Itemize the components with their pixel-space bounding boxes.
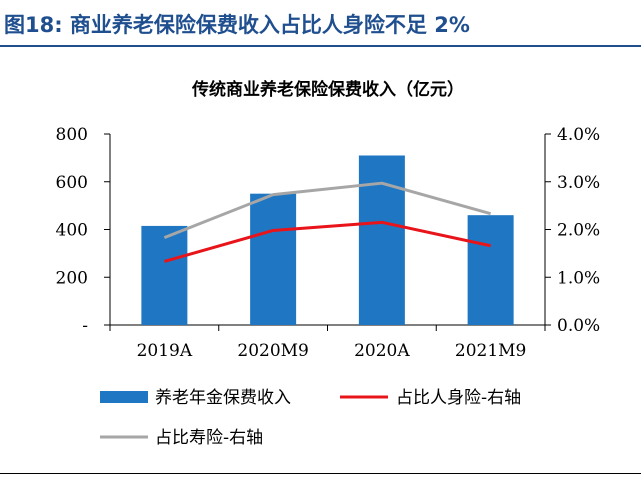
bar — [141, 225, 188, 325]
legend-label-longevity: 占比寿险-右轴 — [155, 428, 263, 448]
x-tick-label: 2019A — [137, 341, 193, 361]
x-tick-label: 2020M9 — [237, 341, 309, 361]
x-axis-labels: 2019A 2020M9 2020A 2021M9 — [137, 341, 527, 361]
y-right-tick-label: 2.0% — [557, 221, 600, 241]
legend-swatch-bar — [100, 391, 148, 403]
y-right-tick-label: 1.0% — [557, 268, 600, 288]
x-tick-label: 2020A — [354, 341, 410, 361]
chart-title: 传统商业养老保险保费收入（亿元） — [191, 79, 464, 100]
legend-label-life: 占比人身险-右轴 — [396, 388, 521, 408]
bar — [250, 193, 297, 325]
x-tick-label: 2021M9 — [455, 341, 527, 361]
figure-title: 图18: 商业养老保险保费收入占比人身险不足 2% — [4, 13, 470, 37]
y-left-tick-label: - — [82, 316, 88, 336]
figure-header: 图18: 商业养老保险保费收入占比人身险不足 2% — [0, 0, 641, 47]
legend-label-bar: 养老年金保费收入 — [155, 388, 291, 408]
y-left-tick-label: 800 — [56, 125, 88, 145]
y-right-tick-label: 0.0% — [557, 316, 600, 336]
chart-axes: - 200 400 600 800 0.0% 1.0% 2.0% 3.0% 4.0% — [56, 125, 601, 336]
y-left-tick-label: 600 — [56, 173, 88, 193]
line-series — [163, 181, 492, 263]
footer-divider — [0, 473, 641, 474]
bar — [467, 215, 514, 325]
bar — [358, 155, 405, 325]
y-right-tick-label: 3.0% — [557, 173, 600, 193]
bar-series — [141, 155, 514, 325]
line-share-longevity-insurance — [163, 181, 492, 240]
y-left-tick-label: 400 — [56, 221, 88, 241]
y-right-tick-label: 4.0% — [557, 125, 600, 145]
line-share-life-insurance — [163, 220, 491, 263]
y-left-tick-label: 200 — [56, 268, 88, 288]
